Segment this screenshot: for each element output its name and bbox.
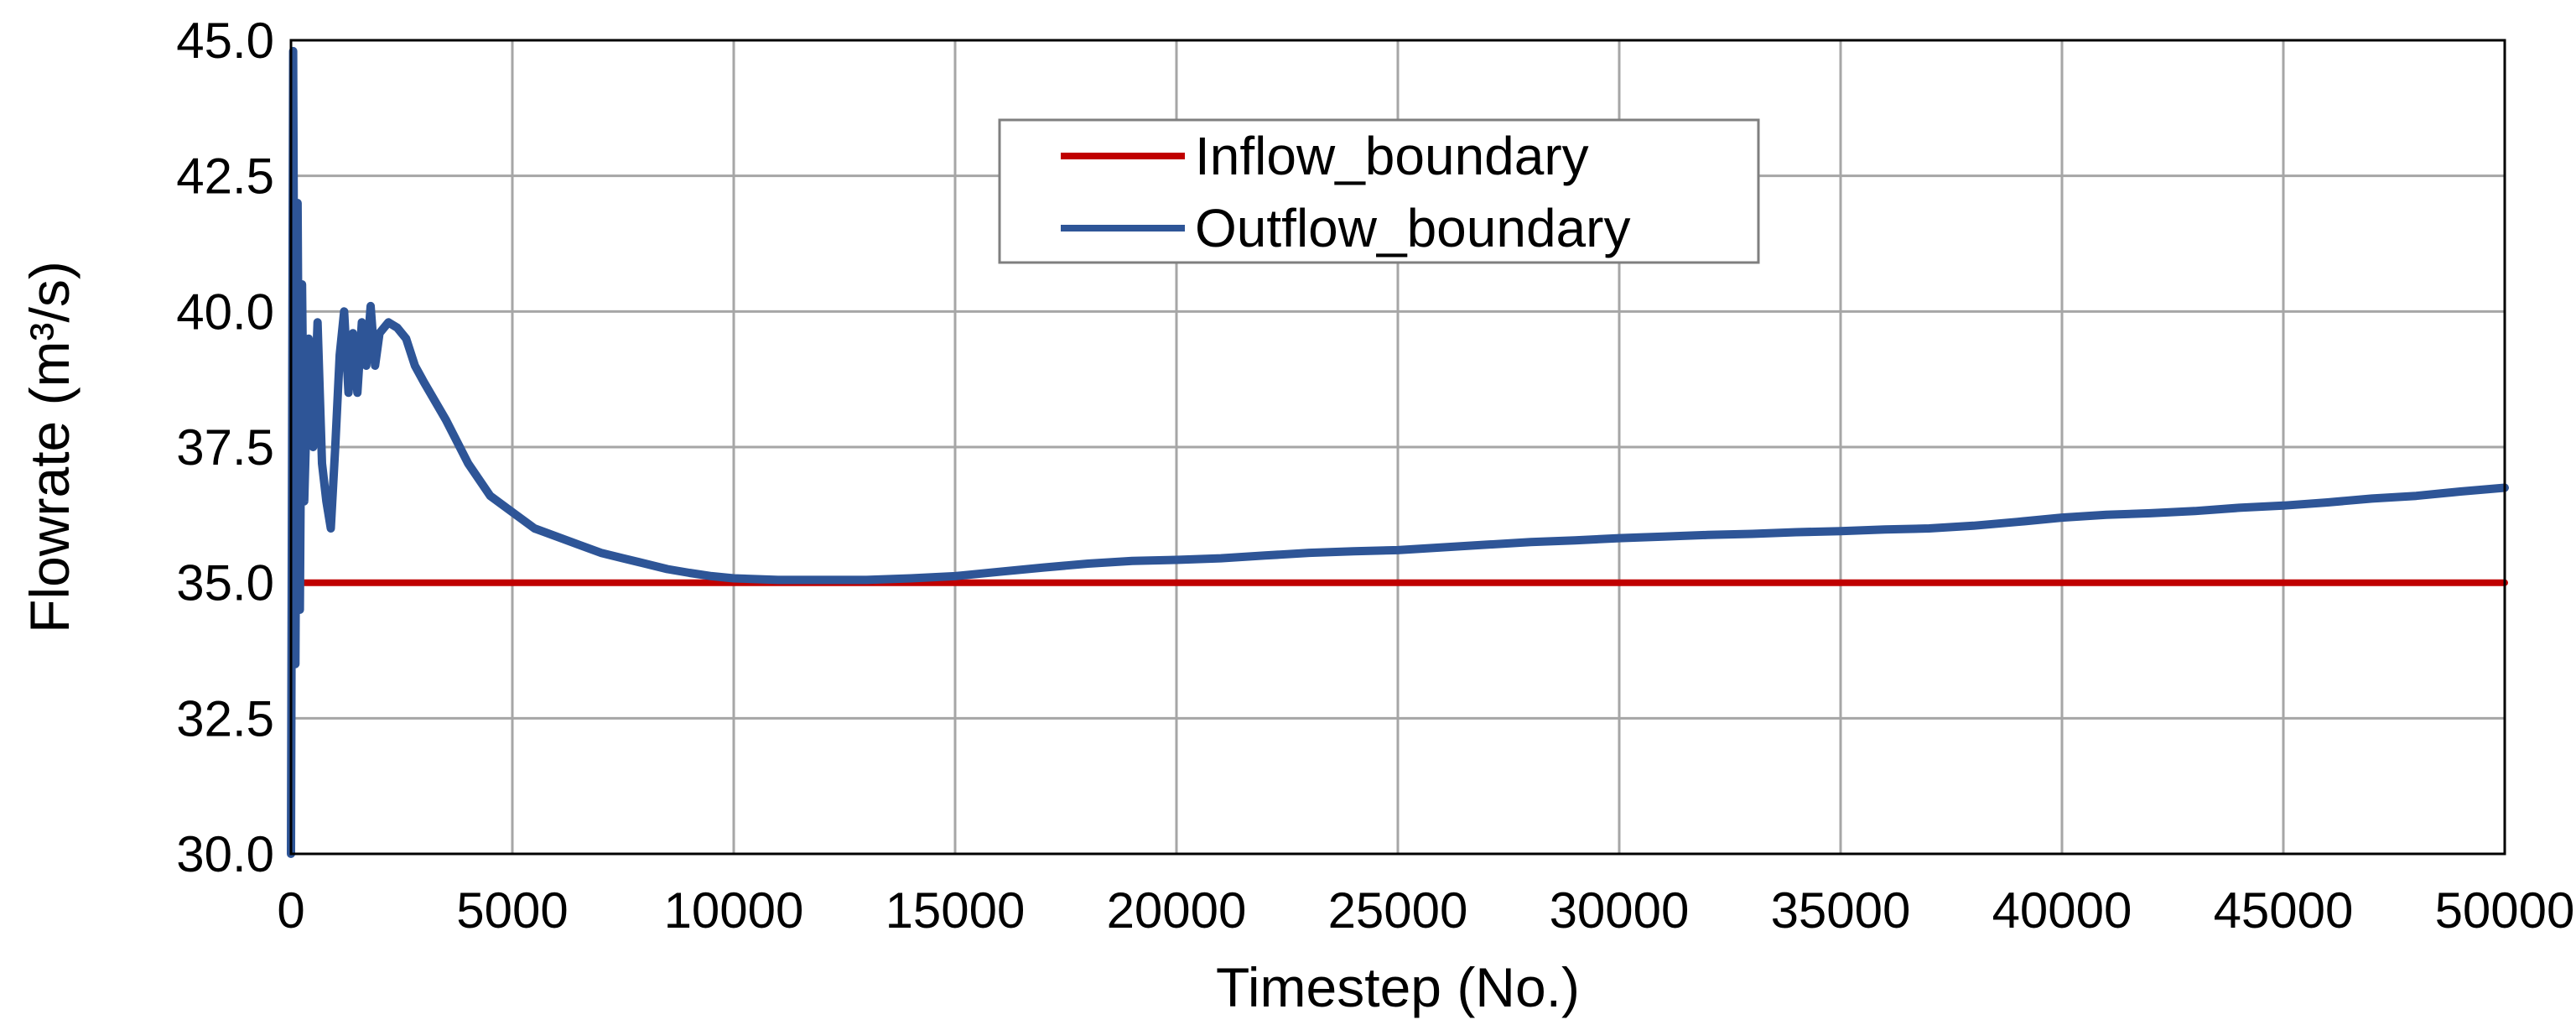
x-tick-label: 20000 [1107,882,1247,939]
plot-area-border [289,39,2506,856]
x-axis-tick-labels: 0 5000 10000 15000 20000 25000 30000 35000 40000… [277,882,2574,939]
x-tick-label: 5000 [456,882,568,939]
series-line-1 [287,46,2509,858]
x-tick-label: 45000 [2214,882,2354,939]
legend: Inflow_boundary Outflow_boundary [998,118,1760,264]
x-axis-title: Timestep (No.) [1216,956,1580,1018]
x-tick-label: 40000 [1992,882,2132,939]
x-tick-label: 25000 [1328,882,1468,939]
y-tick-label: 42.5 [176,148,274,205]
y-tick-label: 37.5 [176,419,274,476]
series-lines [287,46,2509,858]
legend-label-inflow: Inflow_boundary [1195,126,1589,186]
x-tick-label: 10000 [664,882,804,939]
y-axis-title: Flowrate (m³/s) [18,261,80,633]
y-tick-label: 32.5 [176,690,274,746]
legend-box [998,118,1760,264]
x-tick-label: 30000 [1550,882,1690,939]
x-tick-label: 35000 [1771,882,1911,939]
x-tick-label: 0 [277,882,304,939]
y-tick-label: 30.0 [176,826,274,882]
y-tick-label: 35.0 [176,555,274,611]
y-tick-label: 45.0 [176,13,274,69]
legend-label-outflow: Outflow_boundary [1195,198,1630,258]
x-tick-label: 15000 [886,882,1026,939]
y-tick-label: 40.0 [176,284,274,340]
x-tick-label: 50000 [2435,882,2575,939]
y-axis-tick-labels: 30.0 32.5 35.0 37.5 40.0 42.5 45.0 [176,13,274,882]
